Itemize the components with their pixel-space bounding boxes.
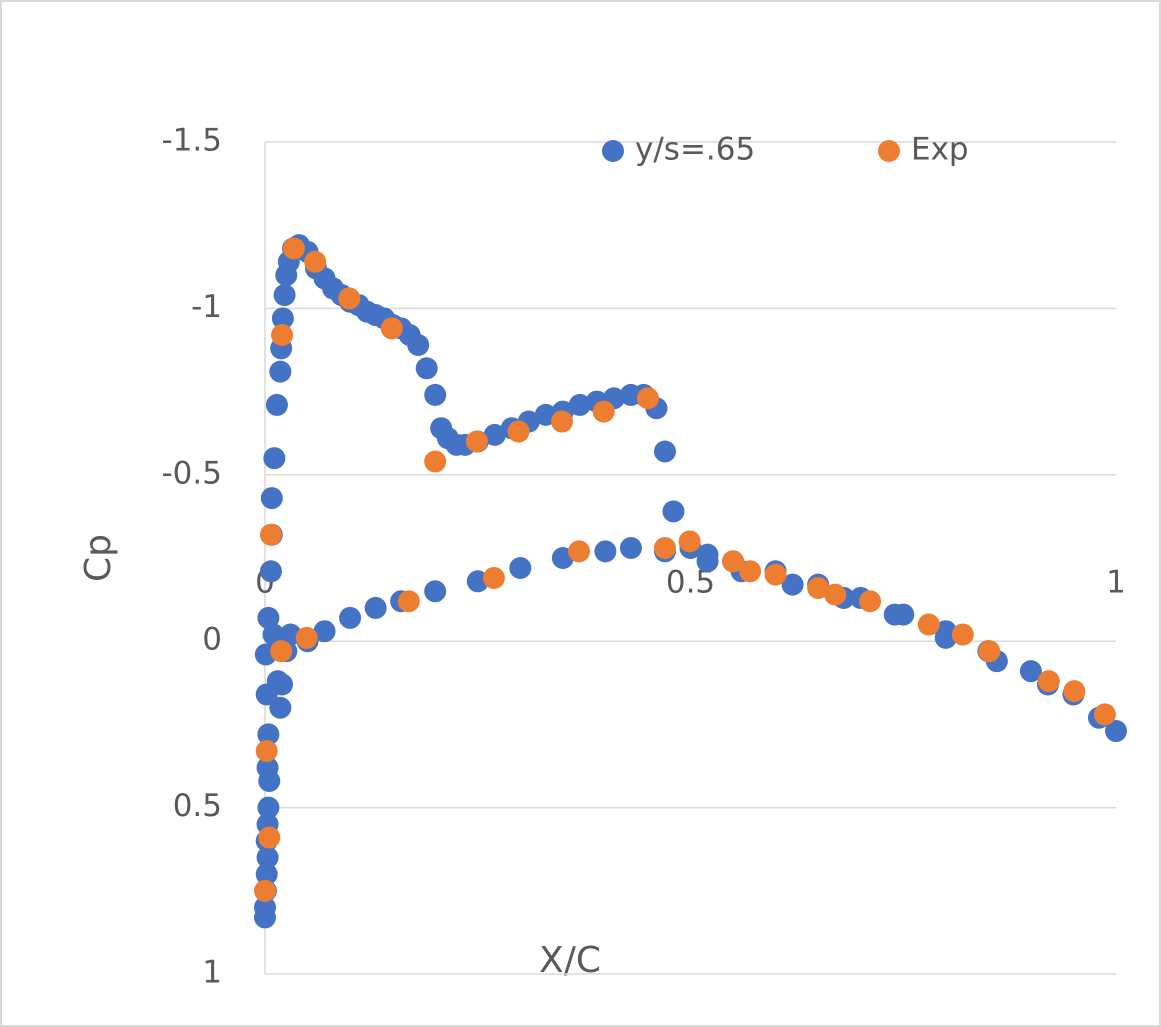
data-point bbox=[258, 826, 281, 849]
data-point bbox=[678, 530, 701, 553]
data-point bbox=[263, 447, 286, 470]
data-point bbox=[269, 696, 292, 719]
data-point bbox=[781, 573, 804, 596]
y-axis-label: Cp bbox=[78, 534, 119, 582]
legend-marker bbox=[602, 140, 624, 162]
data-point bbox=[859, 590, 882, 613]
data-point bbox=[722, 550, 745, 573]
data-point bbox=[653, 440, 676, 463]
data-point bbox=[364, 596, 387, 619]
data-point bbox=[1037, 670, 1060, 693]
data-point bbox=[257, 606, 280, 629]
data-point bbox=[424, 383, 447, 406]
legend-label: Exp bbox=[911, 132, 969, 168]
y-tick-label: 0 bbox=[202, 622, 222, 658]
data-point bbox=[273, 284, 296, 307]
y-tick-label: -1.5 bbox=[162, 123, 223, 159]
data-point bbox=[269, 360, 292, 383]
data-point bbox=[934, 626, 957, 649]
data-point bbox=[568, 393, 591, 416]
data-point bbox=[338, 287, 361, 310]
data-point bbox=[254, 879, 276, 902]
x-axis-label: X/C bbox=[539, 940, 601, 981]
data-point bbox=[739, 560, 762, 583]
data-point bbox=[883, 603, 906, 626]
data-point bbox=[592, 400, 615, 423]
data-point bbox=[917, 613, 940, 636]
data-point bbox=[262, 623, 285, 646]
data-point bbox=[1063, 680, 1086, 703]
y-tick-label: 1 bbox=[202, 955, 222, 991]
data-point bbox=[978, 640, 1001, 663]
data-point bbox=[255, 740, 278, 763]
data-point bbox=[295, 626, 318, 649]
data-point bbox=[380, 317, 403, 340]
legend-label: y/s=.65 bbox=[635, 132, 755, 168]
x-tick-label: 1 bbox=[1106, 565, 1126, 601]
data-point bbox=[1093, 703, 1116, 726]
data-point bbox=[265, 393, 288, 416]
data-point bbox=[424, 580, 447, 603]
data-point bbox=[407, 334, 430, 357]
data-point bbox=[594, 540, 617, 563]
data-point bbox=[482, 566, 505, 589]
data-point bbox=[465, 430, 488, 453]
data-point bbox=[424, 450, 447, 473]
data-point bbox=[397, 590, 420, 613]
data-point bbox=[259, 523, 282, 546]
data-point bbox=[764, 563, 787, 586]
data-point bbox=[259, 560, 282, 583]
data-point bbox=[339, 606, 362, 629]
data-point bbox=[304, 250, 327, 273]
data-point bbox=[270, 640, 293, 663]
data-point bbox=[255, 863, 278, 886]
data-point bbox=[257, 796, 280, 819]
data-point bbox=[260, 487, 283, 510]
data-point bbox=[696, 550, 719, 573]
data-point bbox=[507, 420, 530, 443]
data-point bbox=[1019, 660, 1042, 683]
data-point bbox=[550, 410, 573, 433]
data-point bbox=[271, 307, 294, 330]
data-point bbox=[271, 324, 294, 347]
data-point bbox=[257, 723, 280, 746]
legend-marker bbox=[878, 140, 900, 162]
data-point bbox=[619, 537, 642, 560]
data-point bbox=[483, 423, 506, 446]
y-tick-label: -1 bbox=[191, 289, 222, 325]
y-tick-label: 0.5 bbox=[173, 788, 222, 824]
data-point bbox=[509, 556, 532, 579]
data-point bbox=[282, 237, 305, 260]
data-point bbox=[415, 357, 438, 380]
data-point bbox=[824, 583, 847, 606]
data-point bbox=[653, 537, 676, 560]
y-tick-label: -0.5 bbox=[162, 455, 223, 491]
data-point bbox=[271, 673, 294, 696]
data-point bbox=[807, 576, 830, 599]
data-point bbox=[256, 756, 279, 779]
data-point bbox=[313, 620, 336, 643]
data-point bbox=[256, 846, 279, 869]
data-point bbox=[951, 623, 974, 646]
data-point bbox=[662, 500, 685, 523]
data-point bbox=[1105, 720, 1127, 743]
data-point bbox=[568, 540, 591, 563]
data-point bbox=[254, 896, 276, 919]
data-point bbox=[636, 387, 659, 410]
